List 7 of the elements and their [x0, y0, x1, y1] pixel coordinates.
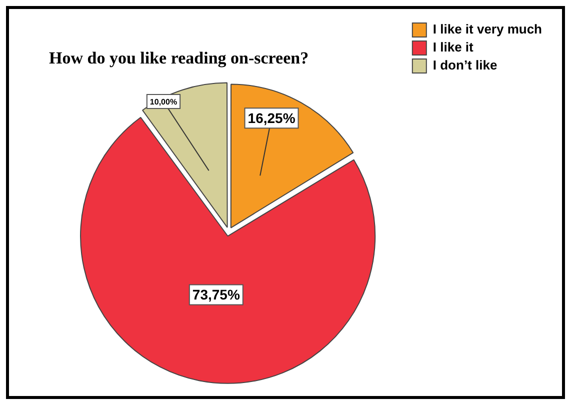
legend-label: I like it — [432, 40, 474, 55]
data-label: 16,25% — [248, 110, 296, 126]
data-label: 10,00% — [150, 98, 178, 107]
text: How do you like reading on-screen? — [49, 48, 309, 68]
legend-label: I like it very much — [432, 22, 542, 37]
legend-label: I don’t like — [432, 58, 498, 73]
data-label: 73,75% — [192, 286, 240, 303]
